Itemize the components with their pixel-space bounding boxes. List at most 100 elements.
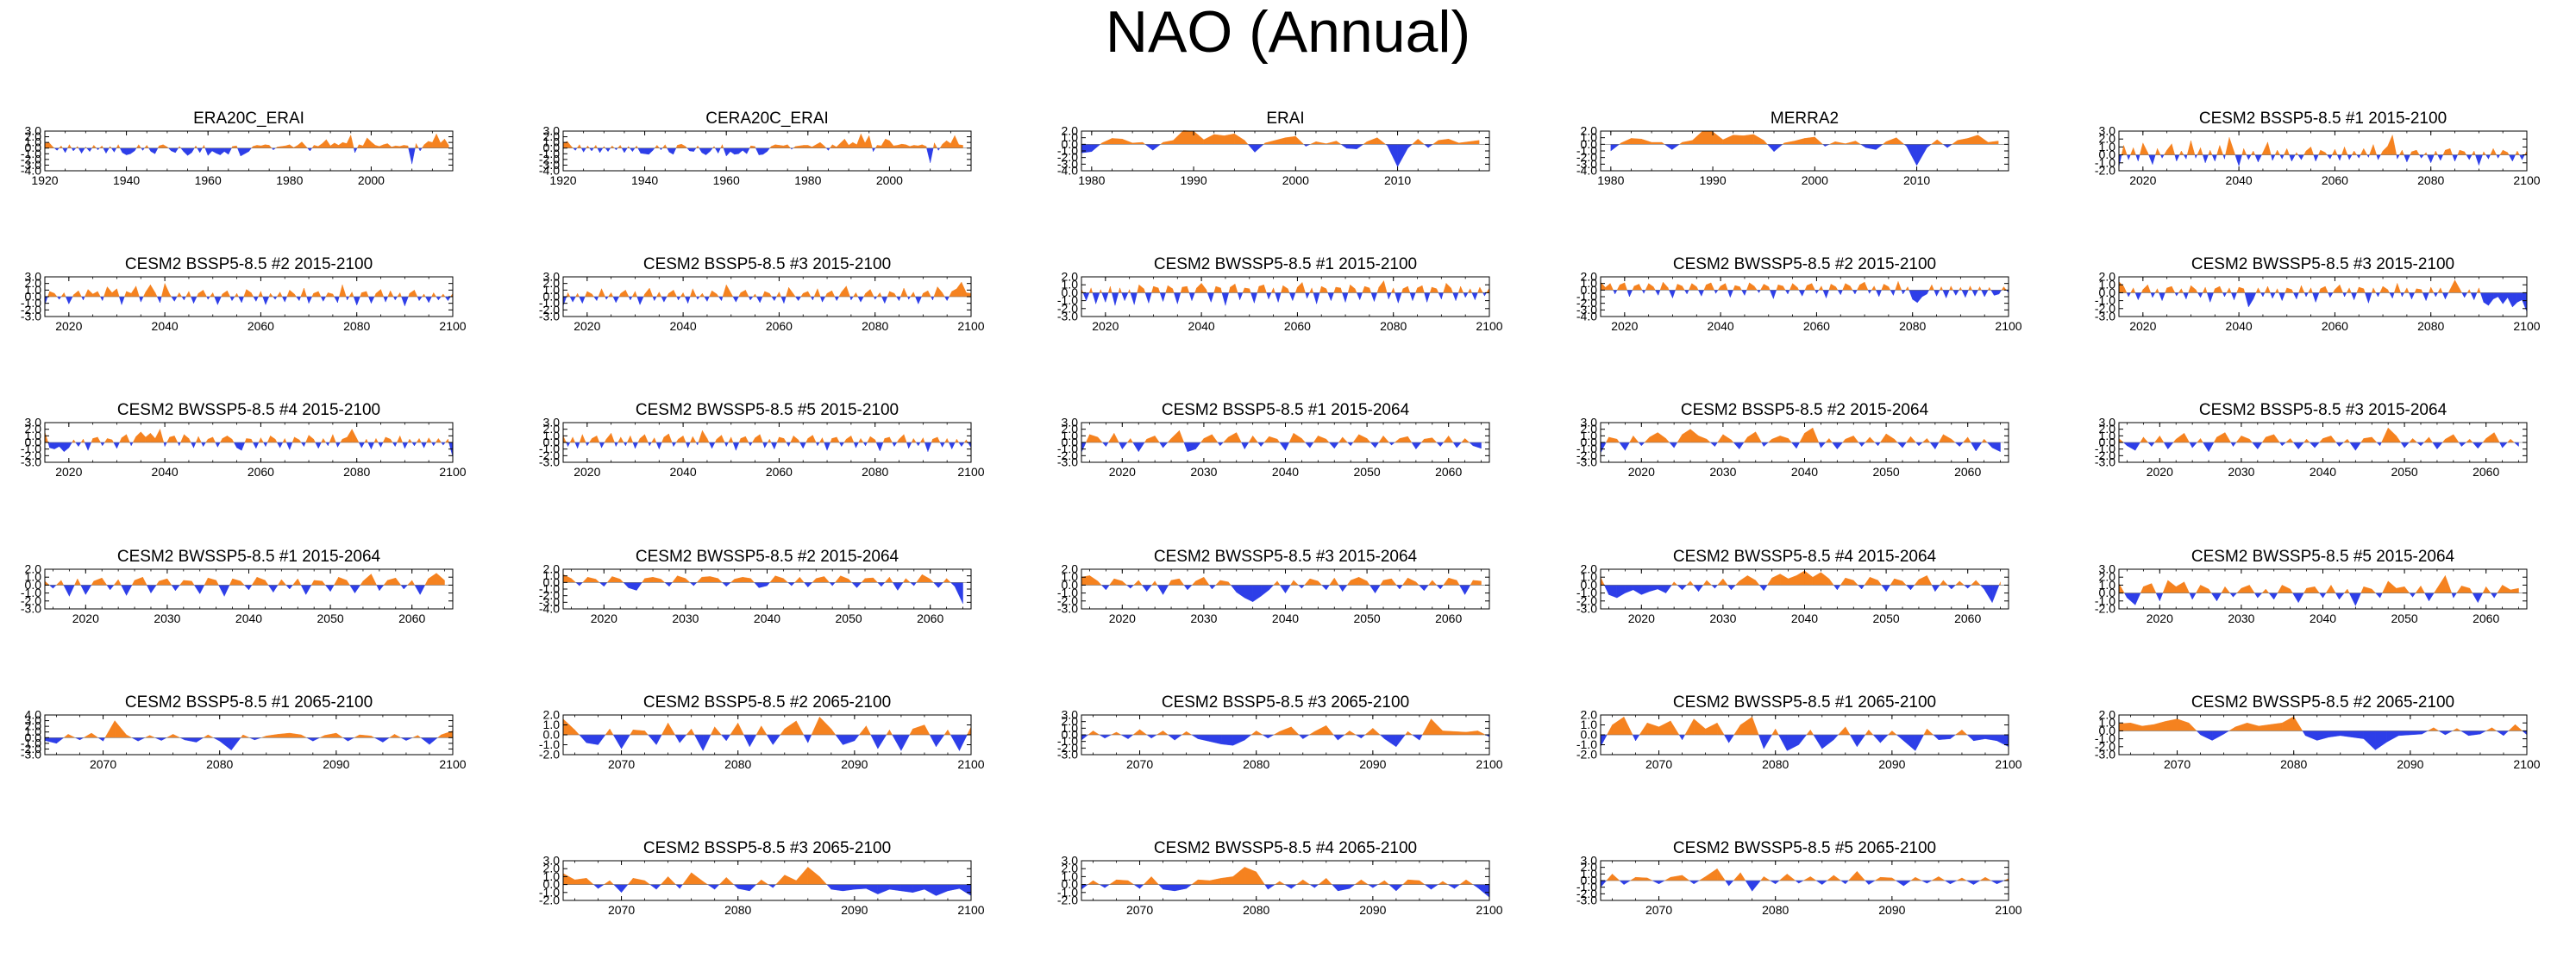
nao-area-segment [575, 292, 578, 298]
nao-area-segment [562, 873, 575, 885]
nao-area-segment [1122, 580, 1128, 586]
nao-area-segment [1273, 731, 1280, 736]
nao-area-segment [1146, 585, 1152, 593]
nao-area-segment [83, 439, 85, 443]
nao-area-segment [932, 436, 938, 443]
nao-area-segment [1600, 880, 1608, 888]
nao-area-segment [697, 145, 700, 148]
nao-area-segment [677, 575, 686, 583]
nao-area-segment [1868, 880, 1876, 885]
nao-area-segment [1745, 880, 1752, 892]
nao-area-segment [376, 585, 380, 591]
nao-area-segment [421, 293, 424, 298]
nao-area-segment [1244, 734, 1252, 741]
nao-area-segment [889, 140, 894, 148]
nao-area-segment [1961, 877, 1968, 881]
nao-area-segment [913, 582, 917, 586]
nao-area-segment [836, 296, 840, 302]
nao-area-segment [742, 576, 751, 583]
nao-area-segment [2498, 154, 2501, 159]
nao-area-segment [1316, 292, 1320, 304]
nao-area-segment [1798, 290, 1802, 297]
nao-area-segment [1334, 577, 1339, 586]
nao-area-segment [139, 296, 141, 303]
y-tick-label: -4.0 [539, 164, 560, 178]
nao-area-segment [2499, 149, 2504, 155]
nao-area-segment [174, 296, 178, 303]
nao-area-segment [2416, 442, 2422, 447]
nao-area-segment [967, 442, 972, 448]
nao-area-segment [231, 438, 235, 443]
nao-area-segment [100, 296, 103, 301]
nao-area-segment [2471, 150, 2474, 155]
nao-area-segment [1099, 884, 1106, 888]
nao-area-segment [1111, 731, 1117, 736]
nao-area-segment [2253, 593, 2259, 599]
nao-area-segment [1127, 734, 1134, 740]
nao-area-segment [53, 147, 58, 151]
nao-area-segment [652, 576, 661, 583]
nao-area-segment [2133, 147, 2136, 155]
nao-area-segment [1826, 290, 1830, 298]
nao-area-segment [1151, 285, 1154, 293]
nao-area-segment [1623, 717, 1633, 736]
nao-area-segment [2329, 292, 2334, 298]
nao-area-segment [2510, 438, 2515, 443]
nao-area-segment [591, 147, 594, 152]
nao-area-segment [1157, 287, 1161, 293]
nao-area-segment [2206, 292, 2210, 303]
nao-area-segment [1652, 880, 1659, 885]
nao-area-segment [2241, 585, 2250, 593]
nao-area-segment [399, 436, 404, 443]
nao-area-segment [347, 428, 353, 443]
nao-area-segment [686, 728, 692, 736]
nao-area-segment [649, 147, 654, 155]
nao-area-segment [1859, 281, 1865, 291]
nao-area-segment [1293, 580, 1300, 586]
nao-area-segment [1170, 578, 1180, 586]
nao-area-segment [665, 143, 668, 148]
y-tick-label: -1.0 [2095, 442, 2115, 455]
y-tick-label: 2.0 [25, 276, 42, 290]
y-tick-label: -2.0 [1576, 296, 1597, 310]
nao-area-segment [1208, 585, 1213, 590]
nao-area-segment [2368, 154, 2370, 158]
nao-area-segment [1614, 290, 1618, 295]
nao-area-segment [1268, 734, 1275, 739]
nao-area-segment [1309, 287, 1313, 293]
nao-area-segment [937, 582, 944, 588]
y-tick-label: 2.0 [25, 562, 42, 576]
nao-area-segment [317, 143, 323, 148]
x-tick-label: 2000 [358, 173, 385, 187]
nao-area-segment [943, 578, 947, 583]
nao-area-segment [103, 286, 108, 298]
nao-area-segment [869, 289, 874, 298]
nao-area-segment [824, 575, 830, 583]
nao-area-segment [1665, 437, 1670, 443]
nao-area-segment [913, 145, 918, 148]
x-tick-label: 2050 [1873, 465, 1900, 479]
nao-area-segment [407, 146, 409, 148]
nao-area-segment [48, 141, 53, 148]
nao-area-segment [1655, 290, 1658, 297]
y-tick-label: 1.0 [2099, 578, 2116, 592]
nao-area-segment [2347, 154, 2350, 160]
nao-area-segment [2375, 593, 2380, 599]
nao-area-segment [675, 438, 679, 443]
nao-area-segment [2234, 151, 2236, 155]
nao-area-segment [783, 437, 787, 443]
nao-area-segment [281, 296, 285, 303]
nao-area-segment [174, 436, 179, 443]
nao-area-segment [2261, 152, 2264, 155]
nao-area-segment [59, 442, 65, 453]
nao-area-segment [193, 296, 197, 304]
x-tick-label: 2010 [1903, 173, 1930, 187]
nao-area-segment [572, 436, 576, 443]
x-tick-label: 2090 [841, 757, 868, 771]
nao-area-segment [636, 145, 638, 148]
nao-area-segment [1996, 880, 2005, 885]
nao-area-segment [59, 296, 62, 300]
nao-area-segment [1977, 286, 1980, 291]
nao-area-segment [884, 576, 890, 583]
